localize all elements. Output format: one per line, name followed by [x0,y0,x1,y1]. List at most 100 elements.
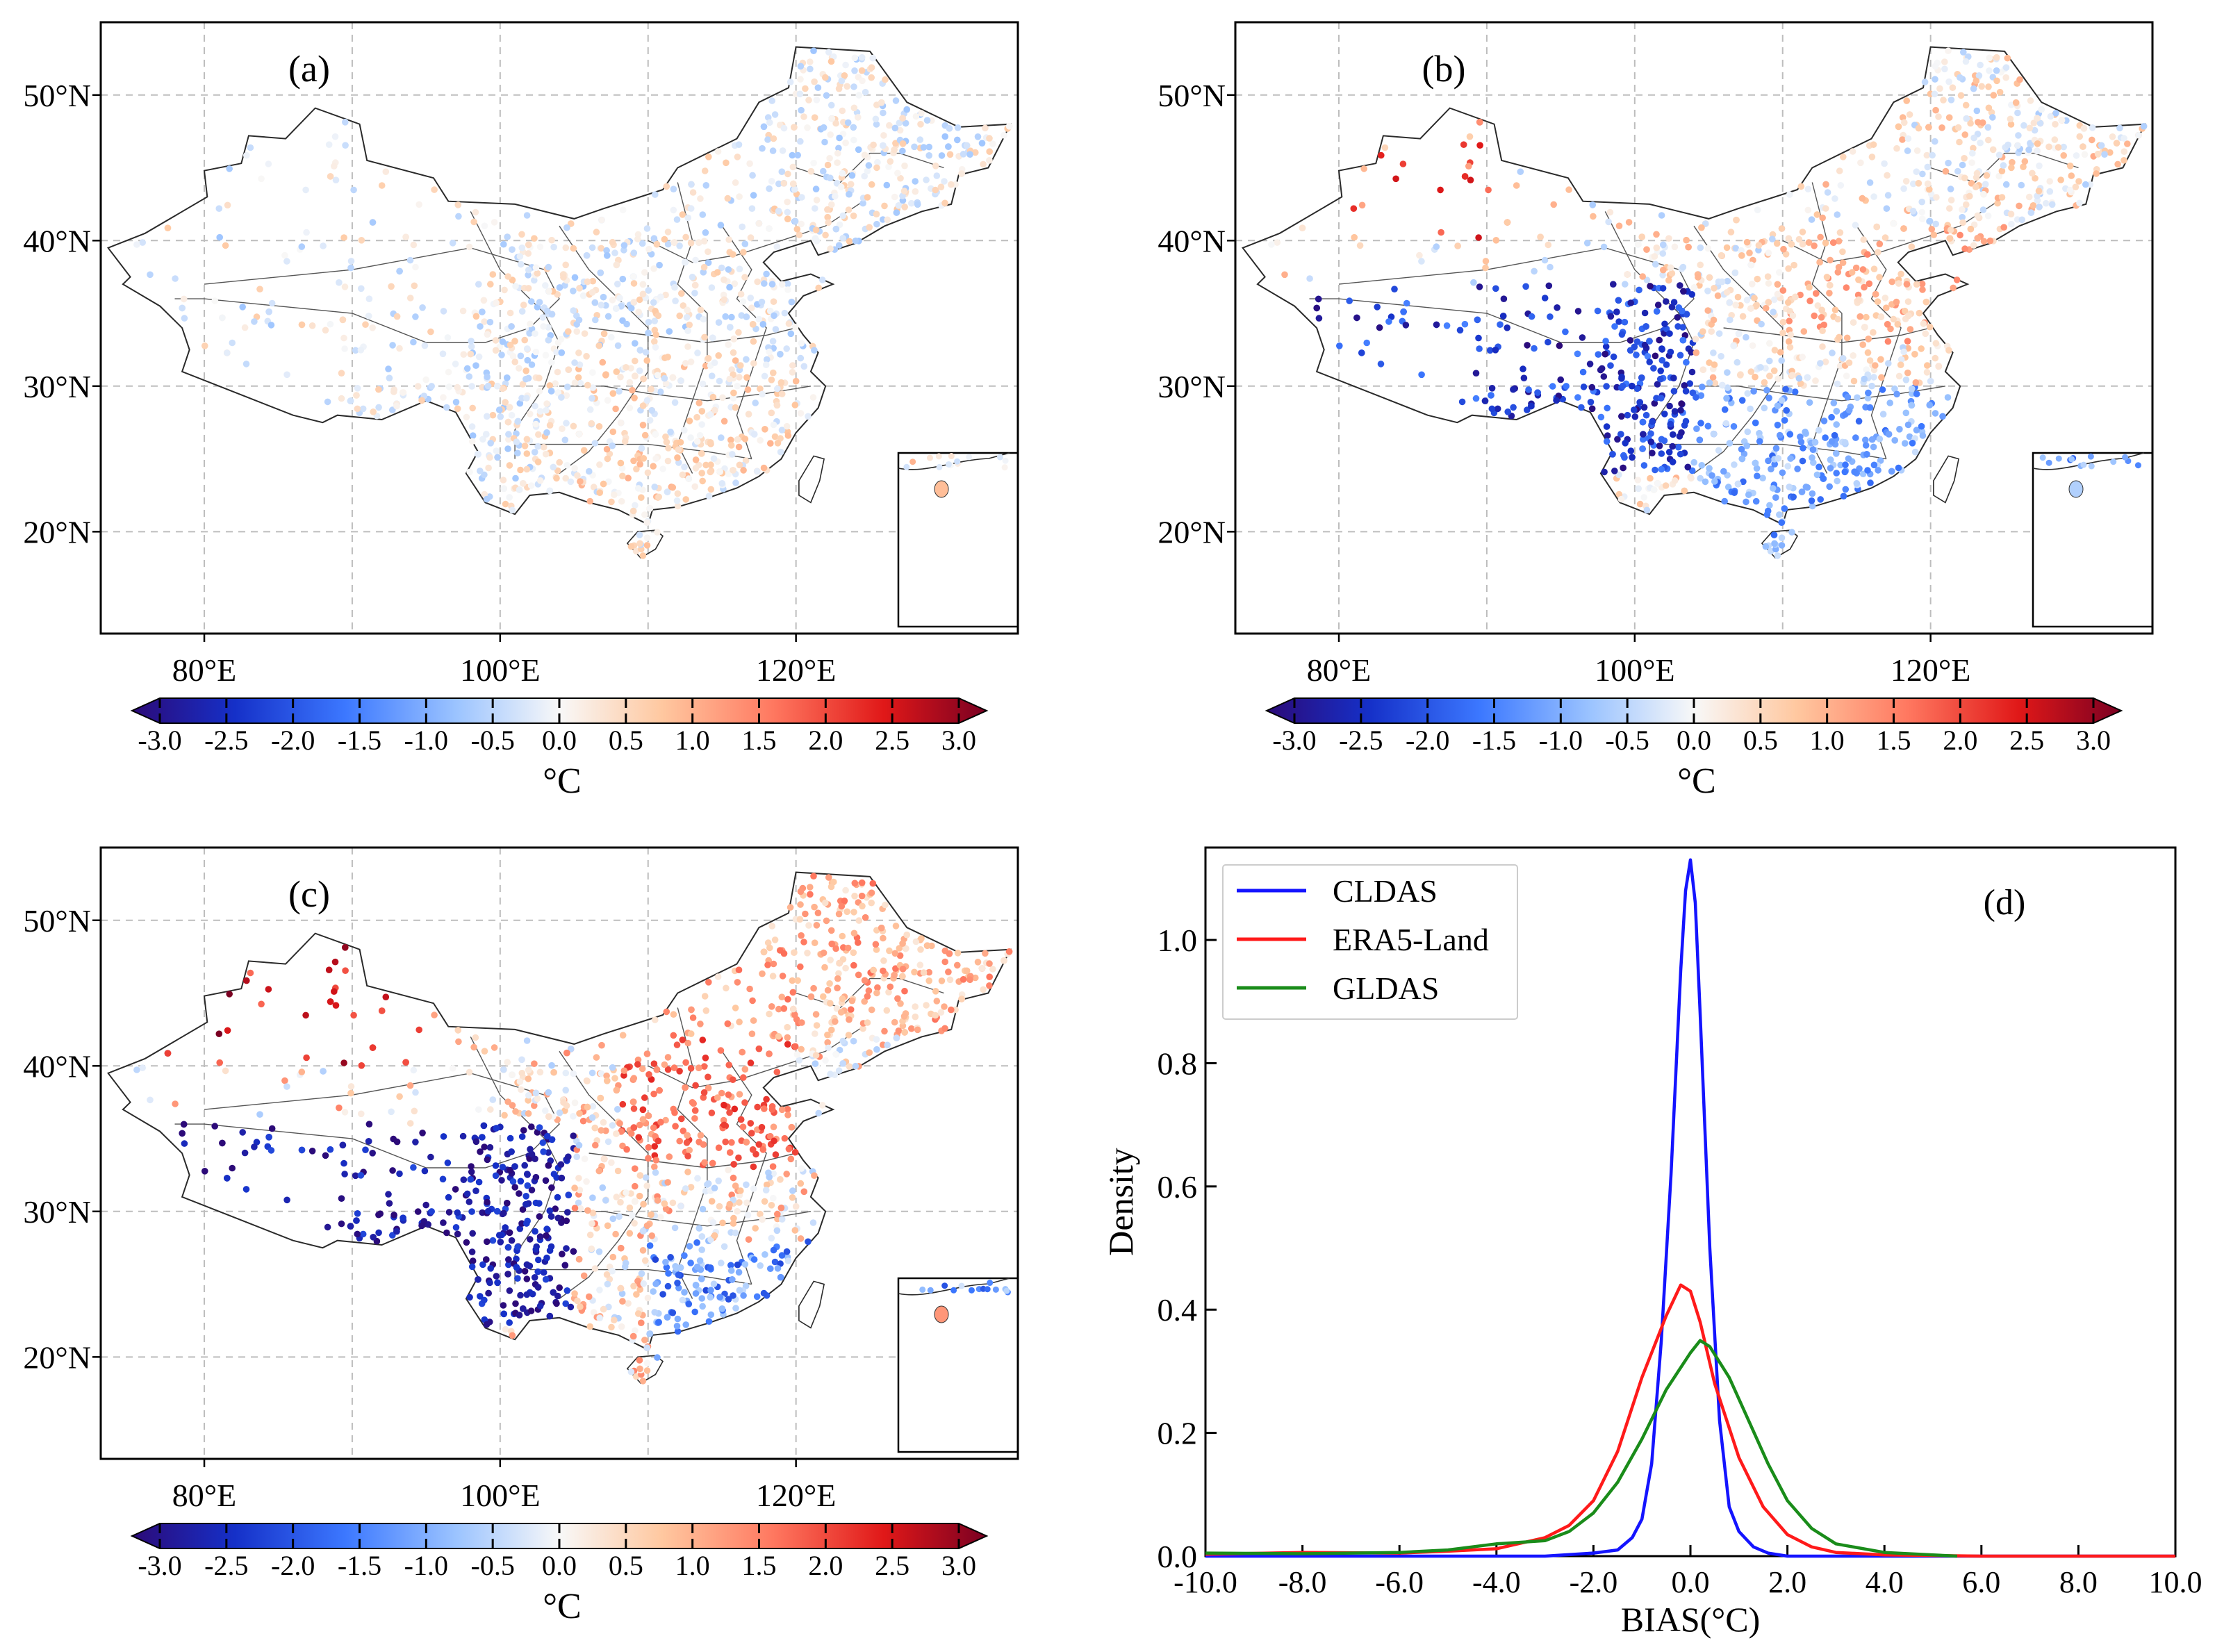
station-point [868,1006,875,1014]
station-point [1625,219,1633,226]
station-point [1924,362,1931,369]
station-point [1698,462,1706,469]
station-point [1313,304,1320,312]
station-point [652,1157,660,1164]
station-point [591,440,599,447]
station-point [1762,543,1770,550]
station-point [1864,467,1871,474]
station-point [821,138,828,146]
station-point [1884,321,1891,328]
inset-station-point [919,1286,926,1293]
station-point [517,1291,524,1299]
station-point [873,210,880,218]
station-point [645,1155,652,1162]
station-point [682,233,689,241]
station-point [768,97,775,104]
station-point [1817,496,1824,503]
station-point [516,365,522,372]
station-point [1881,295,1889,302]
station-point [654,372,661,379]
station-point [543,1232,550,1239]
station-point [705,979,712,986]
station-point [600,480,607,488]
station-point [791,124,798,131]
station-point [1797,433,1804,440]
station-point [487,440,494,447]
station-point [583,1178,590,1185]
station-point [1714,292,1722,299]
station-point [2002,181,2010,188]
station-point [1754,206,1761,214]
station-point [1924,163,1932,171]
station-point [251,318,258,325]
station-point [1945,47,1952,54]
colorbar-tick-label: -2.5 [1339,725,1383,756]
station-point [842,139,849,147]
station-point [618,465,626,472]
station-point [800,113,807,120]
station-point [2036,162,2043,170]
station-point [226,165,233,172]
station-point [1604,404,1611,412]
station-point [1784,463,1791,470]
station-point [705,1318,713,1325]
station-point [811,939,818,946]
station-point [629,1098,637,1105]
station-point [858,879,866,886]
station-point [630,1124,638,1131]
station-point [2035,188,2043,195]
station-point [1376,324,1383,331]
station-point [730,1076,736,1083]
station-point [878,925,885,932]
station-point [586,1323,593,1330]
station-point [460,1176,468,1183]
station-point [1743,442,1751,449]
station-point [504,418,512,426]
station-point [643,519,651,526]
station-point [1804,484,1811,491]
station-point [1870,265,1878,273]
station-point [1634,477,1642,484]
station-point [768,1003,775,1010]
station-point [1456,327,1464,334]
station-point [730,395,737,402]
station-point [774,1265,782,1272]
station-point [780,180,788,187]
station-point [1782,386,1789,393]
station-point [239,304,247,311]
station-point [691,290,698,297]
station-point [1967,225,1975,233]
station-point [428,1208,435,1215]
station-point [1346,297,1353,304]
colorbar-tick-label: -1.0 [404,725,448,756]
station-point [1904,135,1912,142]
station-point [650,1090,657,1098]
station-point [521,1268,529,1275]
station-point [1834,380,1841,388]
station-point [546,1312,554,1320]
station-point [614,1106,621,1113]
station-point [1385,318,1392,325]
station-point [855,971,862,979]
station-point [375,404,382,411]
station-point [670,1011,677,1018]
station-point [556,284,563,291]
station-point [644,469,652,477]
station-point [576,285,583,292]
station-point [650,1124,657,1132]
station-point [532,264,540,272]
station-point [1692,336,1699,343]
station-point [1966,192,1973,200]
station-point [1550,201,1557,208]
station-point [609,238,616,246]
station-point [722,1138,729,1146]
station-point [1635,485,1642,493]
station-point [369,219,377,226]
station-point [527,482,535,489]
station-point [545,1113,552,1121]
station-point [1778,519,1786,526]
province-boundary [1782,196,2005,263]
station-point [784,432,792,439]
station-point [1657,367,1664,374]
station-point [1656,443,1663,449]
